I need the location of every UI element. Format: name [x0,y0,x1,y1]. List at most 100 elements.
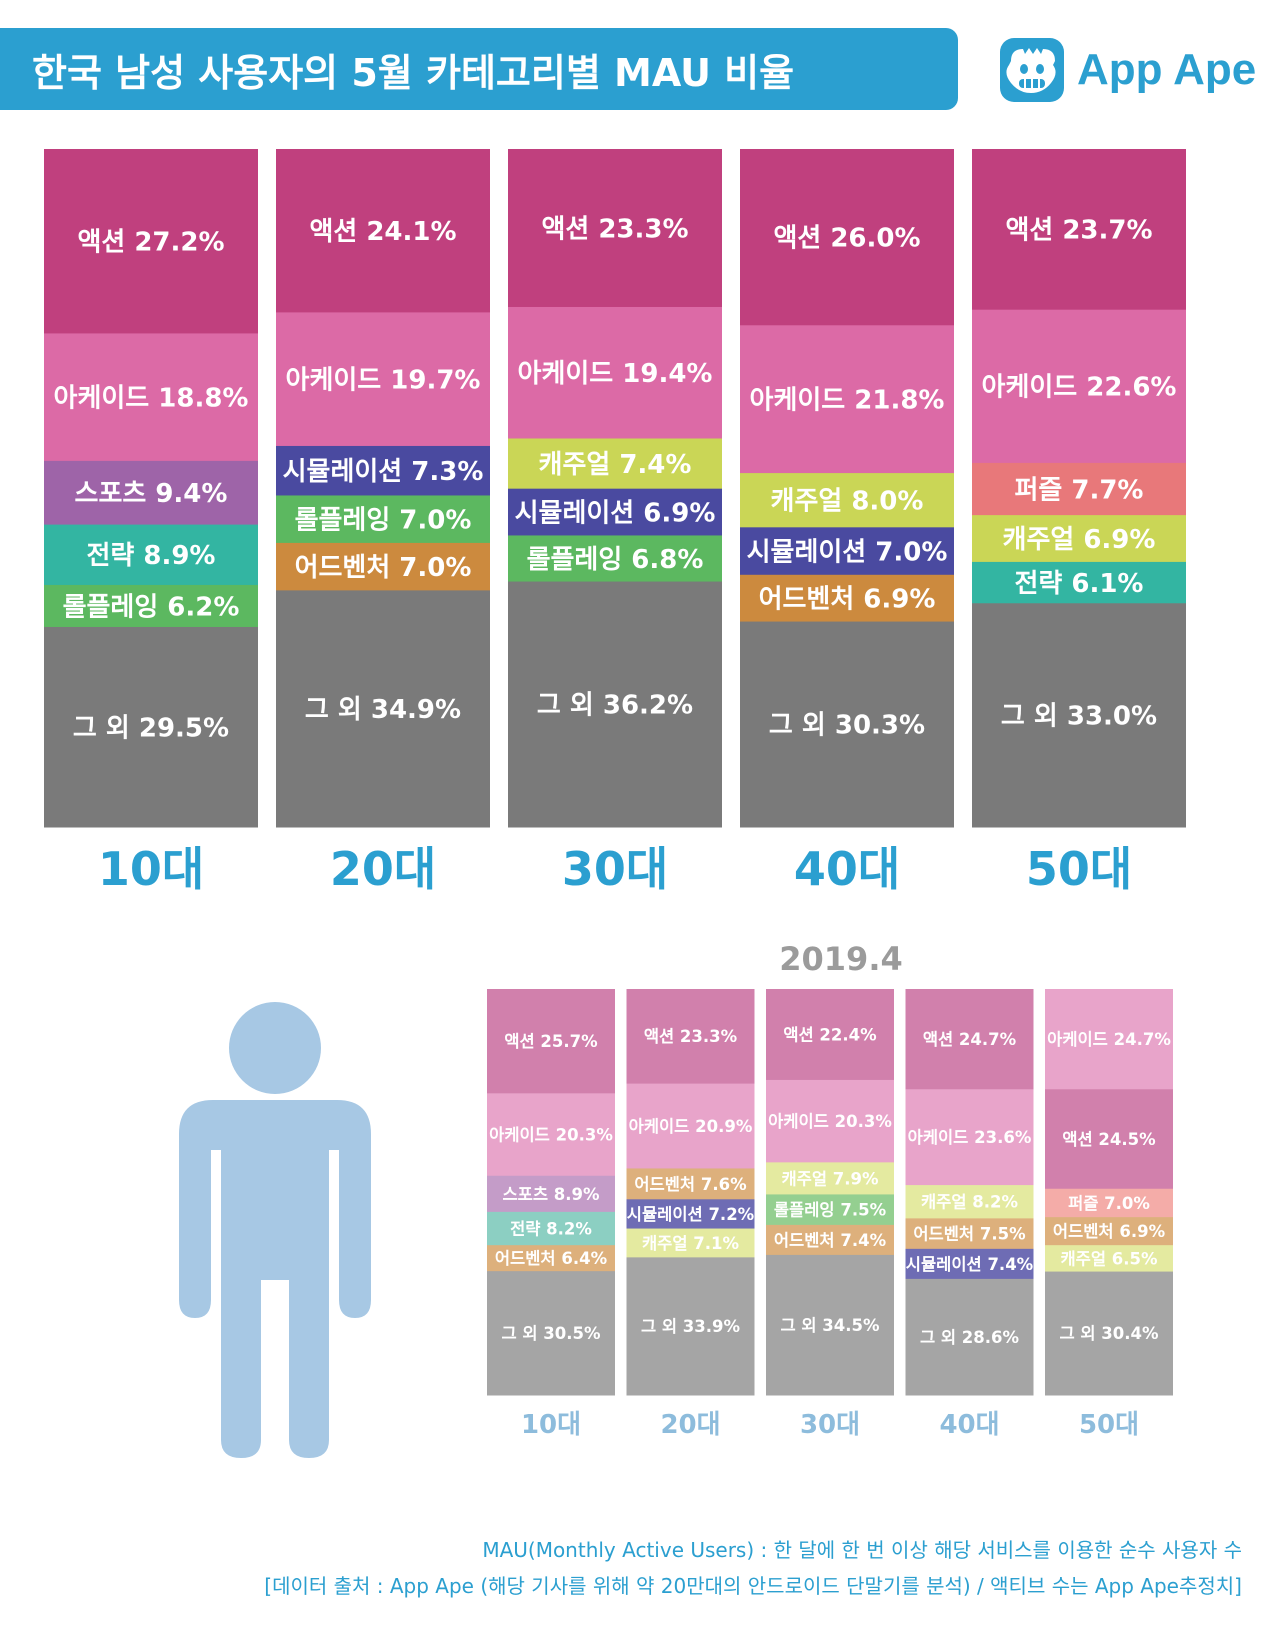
data-label: 전략 8.2% [510,1219,592,1238]
bar-segment-sports [487,1175,615,1213]
bar-segment-casual [508,438,722,490]
bar-segment-arcade [626,1083,755,1169]
male-person-icon [179,1002,371,1458]
data-label: 그 외 30.4% [1059,1324,1159,1343]
bar-segment-action [44,149,258,334]
bar-segment-simulation [740,527,954,576]
bar-segment-arcade [905,1089,1034,1186]
data-label: 전략 6.1% [1014,569,1143,599]
category-label: 30대 [800,1410,860,1440]
data-label: 아케이드 18.8% [54,384,249,414]
data-label: 아케이드 19.7% [286,366,481,396]
data-label: 어드벤처 7.4% [774,1231,887,1250]
data-label: 그 외 28.6% [920,1328,1020,1347]
data-label: 그 외 36.2% [537,691,693,721]
bar-segment-adventure [766,1224,894,1256]
category-label: 20대 [660,1410,720,1440]
footnote: MAU(Monthly Active Users) : 한 달에 한 번 이상 … [264,1532,1242,1604]
data-label: 액션 23.3% [541,214,688,244]
bar-segment-arcade [740,325,954,474]
bar-segment-other [766,1254,894,1396]
data-label: 전략 8.9% [86,541,215,571]
bar-segment-action [740,149,954,326]
data-label: 스포츠 9.4% [75,479,228,509]
bar-segment-casual [972,515,1186,563]
bar-segment-casual [1045,1245,1173,1273]
bar-segment-sports [44,460,258,526]
data-label: 캐주얼 7.1% [642,1234,740,1253]
data-label: 액션 24.5% [1062,1130,1156,1149]
data-label: 캐주얼 7.4% [539,450,692,480]
data-label: 스포츠 8.9% [502,1185,600,1204]
data-label: 캐주얼 8.0% [771,487,924,517]
bar-segment-adventure [740,574,954,623]
stacked-bar-40s: 액션 26.0% 아케이드 21.8% 캐주얼 8.0% 시뮬레이션 7.0% 어드벤처… [740,149,954,828]
bar-segment-adventure [905,1218,1034,1250]
bar-segment-arcade [766,1079,894,1163]
bar-segment-action [972,149,1186,311]
data-label: 아케이드 21.8% [750,386,945,416]
bar-segment-arcade [508,306,722,440]
bar-segment-arcade [1045,989,1173,1090]
data-label: 그 외 33.0% [1001,701,1157,731]
category-label: 40대 [939,1410,999,1440]
bar-segment-strategy [972,561,1186,604]
data-label: 그 외 30.3% [769,711,925,741]
data-label: 시뮬레이션 6.9% [515,498,716,528]
bar-segment-action [905,989,1034,1090]
data-label: 아케이드 24.7% [1047,1030,1171,1049]
bar-segment-simulation [626,1199,755,1230]
data-label: 액션 26.0% [773,224,920,254]
bar-segment-arcade [972,309,1186,464]
bar-segment-arcade [487,1093,615,1177]
stacked-bar-50s: 액션 23.7% 아케이드 22.6% 퍼즐 7.7% 캐주얼 6.9% 전략 6.1%… [972,149,1186,828]
bar-segment-arcade [276,312,490,447]
bar-segment-other [487,1271,615,1396]
bar-segment-roleplaying [766,1194,894,1226]
data-label: 퍼즐 7.7% [1014,475,1143,505]
bar-segment-casual [905,1185,1034,1219]
data-label: 퍼즐 7.0% [1068,1194,1150,1213]
bar-segment-adventure [487,1245,615,1272]
bar-segment-roleplaying [276,495,490,544]
category-label: 50대 [1079,1410,1139,1440]
data-label: 시뮬레이션 7.2% [627,1205,755,1224]
bar-segment-casual [766,1162,894,1195]
bar-segment-puzzle [1045,1188,1173,1218]
bar-segment-arcade [44,333,258,462]
data-label: 액션 27.2% [77,228,224,258]
data-label: 아케이드 23.6% [908,1128,1032,1147]
data-label: 시뮬레이션 7.0% [747,537,948,567]
data-label: 그 외 30.5% [501,1324,601,1343]
bar-segment-strategy [487,1211,615,1246]
data-label: 롤플레잉 7.5% [774,1201,887,1220]
bar-segment-adventure [276,542,490,591]
bar-segment-roleplaying [44,584,258,628]
data-label: 그 외 34.5% [780,1316,880,1335]
data-label: 시뮬레이션 7.3% [283,457,484,487]
stacked-bar-10s: 액션 27.2% 아케이드 18.8% 스포츠 9.4% 전략 8.9% 롤플레잉 6.… [44,149,258,828]
data-label: 액션 23.7% [1005,216,1152,246]
category-label: 20대 [330,842,436,896]
data-label: 롤플레잉 6.8% [527,545,704,575]
stacked-bar-30s: 액션 22.4% 아케이드 20.3% 캐주얼 7.9% 롤플레잉 7.5% 어드벤처 … [766,989,894,1396]
chart-period-label: 2019.4 [779,940,902,978]
bar-segment-simulation [508,488,722,536]
data-label: 어드벤처 6.9% [1053,1222,1166,1241]
data-label: 그 외 33.9% [641,1317,741,1336]
data-label: 시뮬레이션 7.4% [906,1255,1034,1274]
data-label: 캐주얼 7.9% [781,1169,879,1188]
data-label: 그 외 29.5% [73,713,229,743]
category-label: 10대 [521,1410,581,1440]
stacked-bar-20s: 액션 23.3% 아케이드 20.9% 어드벤처 7.6% 시뮬레이션 7.2% 캐주얼… [626,989,755,1396]
data-label: 어드벤처 7.6% [634,1175,747,1194]
bar-segment-action [766,989,894,1081]
data-label: 어드벤처 7.5% [913,1225,1026,1244]
bar-segment-action [626,989,755,1085]
bar-segment-other [44,626,258,828]
category-label: 30대 [562,842,668,896]
bar-segment-simulation [276,445,490,496]
stacked-bar-30s: 액션 23.3% 아케이드 19.4% 캐주얼 7.4% 시뮬레이션 6.9% 롤플레잉… [508,149,722,828]
data-label: 액션 24.7% [923,1030,1017,1049]
